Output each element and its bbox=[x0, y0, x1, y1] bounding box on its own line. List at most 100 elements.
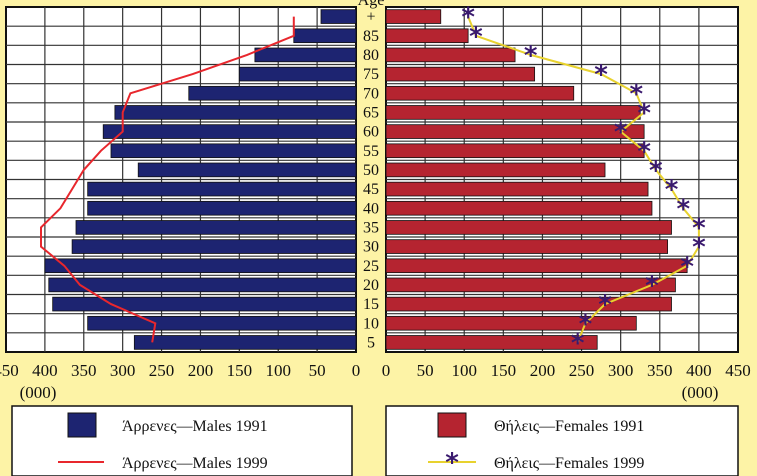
right-tick-label: 50 bbox=[417, 361, 434, 380]
line-males-1999 bbox=[40, 16, 295, 343]
legend-right: Θήλεις—Females 1991 * Θήλεις—Females 199… bbox=[385, 405, 739, 476]
age-label: 40 bbox=[363, 200, 379, 217]
age-label: 60 bbox=[363, 124, 379, 141]
left-tick-label: 100 bbox=[265, 361, 291, 380]
age-label: 45 bbox=[363, 181, 379, 198]
legend-left: Άρρενες—Males 1991 Άρρενες—Males 1999 bbox=[11, 405, 353, 476]
left-tick-label: 0 bbox=[352, 361, 361, 380]
right-tick-label: 350 bbox=[647, 361, 673, 380]
left-tick-label: 50 bbox=[309, 361, 326, 380]
bar-males-1991 bbox=[114, 105, 357, 120]
bar-males-1991 bbox=[44, 258, 357, 274]
age-label: 30 bbox=[363, 239, 379, 256]
marker-females-1999: * bbox=[598, 290, 612, 320]
bar-females-1991 bbox=[385, 335, 598, 350]
line-females-1999 bbox=[467, 16, 700, 343]
bar-females-1991 bbox=[385, 28, 469, 44]
bar-males-1991 bbox=[238, 66, 357, 82]
left-axis-ticks: 450 400 350 300 250 200 150 100 50 0 bbox=[0, 361, 360, 380]
age-label: 65 bbox=[363, 104, 379, 121]
bar-females-1991 bbox=[385, 66, 536, 82]
legend-females-1999-label: Θήλεις—Females 1999 bbox=[494, 455, 644, 472]
right-tick-label: 150 bbox=[491, 361, 517, 380]
bar-males-1991 bbox=[87, 315, 357, 331]
marker-females-1999: * bbox=[469, 22, 483, 52]
age-label: 5 bbox=[367, 334, 375, 351]
right-tick-label: 0 bbox=[382, 361, 391, 380]
age-label: 10 bbox=[363, 315, 379, 332]
marker-females-1999: * bbox=[630, 79, 644, 109]
left-unit-label: (000) bbox=[20, 383, 57, 402]
bar-males-1991 bbox=[133, 335, 357, 350]
bar-males-1991 bbox=[102, 124, 357, 139]
bar-males-1991 bbox=[52, 296, 357, 312]
left-tick-label: 200 bbox=[188, 361, 214, 380]
marker-females-1999: * bbox=[524, 41, 538, 71]
marker-females-1999: * bbox=[665, 175, 679, 205]
bar-males-1991 bbox=[48, 277, 357, 293]
age-label: 80 bbox=[363, 47, 379, 64]
marker-females-1999: * bbox=[676, 194, 690, 224]
bar-females-1991 bbox=[385, 124, 645, 139]
right-tick-label: 100 bbox=[451, 361, 477, 380]
marker-females-1999: * bbox=[579, 309, 593, 339]
bar-females-1991 bbox=[385, 277, 676, 293]
marker-females-1999: * bbox=[649, 156, 663, 186]
age-label: 70 bbox=[363, 85, 379, 102]
grid-lines bbox=[6, 7, 738, 352]
right-axis-ticks: 0 50 100 150 200 250 300 350 400 450 bbox=[382, 361, 751, 380]
right-unit-label: (000) bbox=[682, 383, 719, 402]
right-tick-label: 200 bbox=[530, 361, 556, 380]
bar-males-1991 bbox=[293, 28, 357, 44]
age-label: 75 bbox=[363, 66, 379, 83]
marker-females-1999: * bbox=[571, 328, 585, 358]
legend-females-1999-marker: * bbox=[445, 448, 459, 476]
right-tick-label: 300 bbox=[608, 361, 634, 380]
legend-females-1991-label: Θήλεις—Females 1991 bbox=[494, 418, 644, 435]
marker-females-1999: * bbox=[461, 3, 475, 33]
age-label: 25 bbox=[363, 258, 379, 275]
age-label: + bbox=[366, 9, 375, 26]
left-tick-label: 150 bbox=[227, 361, 253, 380]
bar-females-1991 bbox=[385, 181, 649, 197]
bar-females-1991 bbox=[385, 85, 575, 101]
bar-females-1991 bbox=[385, 9, 442, 24]
age-label: 35 bbox=[363, 219, 379, 236]
bar-males-1991 bbox=[87, 181, 357, 197]
bar-females-1991 bbox=[385, 296, 672, 312]
right-tick-label: 400 bbox=[686, 361, 712, 380]
bar-males-1991 bbox=[75, 220, 357, 235]
age-label: 15 bbox=[363, 296, 379, 313]
age-label: 50 bbox=[363, 162, 379, 179]
bar-females-1991 bbox=[385, 258, 688, 274]
marker-females-1999: * bbox=[637, 137, 651, 167]
legend-males-1999-label: Άρρενες—Males 1999 bbox=[122, 455, 268, 472]
legend-males-1991-label: Άρρενες—Males 1991 bbox=[122, 418, 268, 435]
bar-females-1991 bbox=[385, 220, 672, 235]
bar-females-1991 bbox=[385, 105, 641, 120]
bar-females-1991 bbox=[385, 143, 645, 159]
bar-males-1991 bbox=[188, 85, 357, 101]
marker-females-1999: * bbox=[692, 233, 706, 263]
age-label: 20 bbox=[363, 277, 379, 294]
age-label: 55 bbox=[363, 143, 379, 160]
right-tick-label: 450 bbox=[725, 361, 751, 380]
legend-males-1991-swatch bbox=[67, 412, 97, 438]
right-tick-label: 250 bbox=[569, 361, 595, 380]
age-axis-label: Age bbox=[358, 0, 385, 9]
bars-group bbox=[44, 9, 688, 350]
age-label: 85 bbox=[363, 28, 379, 45]
legend-females-1991-swatch bbox=[437, 412, 467, 438]
bar-females-1991 bbox=[385, 239, 669, 254]
marker-females-1999: * bbox=[637, 98, 651, 128]
left-tick-label: 300 bbox=[110, 361, 136, 380]
bar-males-1991 bbox=[87, 200, 357, 216]
bar-males-1991 bbox=[71, 239, 357, 254]
marker-females-1999: * bbox=[614, 118, 628, 148]
marker-females-1999: * bbox=[692, 213, 706, 243]
marker-females-1999: * bbox=[680, 252, 694, 282]
bar-females-1991 bbox=[385, 315, 637, 331]
markers-group: ****************** bbox=[461, 3, 706, 359]
left-tick-label: 450 bbox=[0, 361, 19, 380]
lines-group bbox=[40, 16, 700, 343]
